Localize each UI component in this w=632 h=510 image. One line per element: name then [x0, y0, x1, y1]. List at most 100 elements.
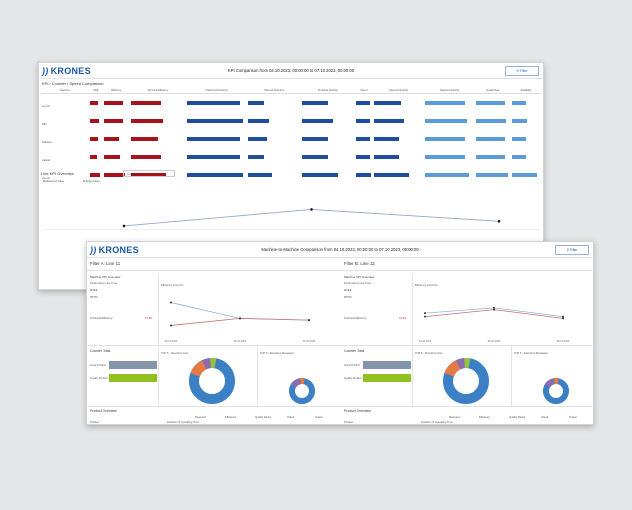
- kpi-bar: [302, 118, 334, 123]
- downtime-messages-donut: [289, 378, 315, 404]
- kpi-bar: [248, 136, 267, 141]
- kpi-bar: [103, 172, 126, 177]
- col-header[interactable]: Availability: [510, 88, 541, 94]
- kpi-bar: [476, 136, 505, 141]
- table-row[interactable]: Line 02: [41, 166, 541, 184]
- kpi-bar: [476, 100, 505, 105]
- prod-label: Product: [344, 421, 353, 424]
- kpi-bar: [511, 154, 526, 159]
- efficiency-chart: 04.10.2023 05.10.2023 06.10.2023: [165, 301, 316, 343]
- kpi-subtitle: Performance Line Time: [344, 282, 371, 285]
- row-label: Line 02: [42, 176, 50, 180]
- table-row[interactable]: Filler: [41, 112, 541, 130]
- series-line-0: [123, 208, 500, 227]
- kpi-bar: [425, 118, 467, 123]
- prod-col-efficiency[interactable]: Efficiency: [225, 416, 237, 419]
- row-label: Labeller: [42, 158, 51, 162]
- kpi-bar: [103, 136, 119, 141]
- kpi-bar: [130, 136, 158, 141]
- data-point: [122, 224, 126, 228]
- counter-label-2: Quality Product: [344, 377, 362, 380]
- col-header[interactable]: Produced Quantity: [301, 88, 355, 94]
- col-header[interactable]: Planned Downtime: [247, 88, 302, 94]
- col-header[interactable]: Rejected Quantity: [373, 88, 425, 94]
- filter-button[interactable]: ⚲ Filter: [505, 66, 539, 76]
- prod-col-efficiency[interactable]: Efficiency: [479, 416, 491, 419]
- header: )) KRONES Machine-to-Machine Comparison f…: [87, 242, 593, 258]
- col-header[interactable]: Rejected Quantity: [424, 88, 476, 94]
- kpi-bar: [302, 136, 328, 141]
- eff-point: [562, 317, 564, 320]
- eff-point: [424, 315, 426, 318]
- x-tick-label: 04.10.2023: [419, 340, 432, 343]
- kpi-bar: [476, 172, 508, 177]
- kpi-bar: [90, 154, 97, 159]
- kpi-bar: [355, 118, 371, 123]
- kpi-bar: [511, 172, 538, 177]
- filter-button[interactable]: ⚲ Filter: [555, 245, 589, 255]
- eff-point: [562, 315, 564, 318]
- downtime-cost-donut: [189, 358, 235, 404]
- efficiency-chart: 04.10.2023 05.10.2023 06.10.2023: [419, 306, 570, 343]
- eff-chart-title: Efficiency trend (%): [161, 284, 184, 287]
- counter-bar-1: [109, 361, 157, 369]
- kpi-bar: [248, 100, 264, 105]
- page-title: KPI Comparison from 04.10.2023, 00:00:00…: [227, 68, 355, 73]
- col-header[interactable]: Efficiency: [102, 88, 130, 94]
- top5-cost-title: TOP 5 - Downtime Cost: [161, 352, 189, 355]
- prod-col-infeed[interactable]: Infeed: [287, 416, 295, 419]
- prod-col-output[interactable]: Output: [315, 416, 323, 419]
- kpi-bar: [425, 136, 465, 141]
- col-header[interactable]: Unplanned Downtime: [185, 88, 248, 94]
- filter-a-pane: Filter A: Line 11 Machine KPI Overview P…: [87, 258, 341, 424]
- eff-chart-title: Efficiency trend (%): [415, 284, 438, 287]
- row-label: Palletizer: [42, 140, 52, 144]
- kpi-bar: [302, 154, 328, 159]
- prod-duration-label: Duration Of Operating Time: [167, 421, 199, 424]
- prod-col-infeed[interactable]: Infeed: [541, 416, 549, 419]
- line-kpi-title: Line KPI Overview: [41, 171, 74, 176]
- x-tick-label: 04.10.2023: [165, 340, 178, 343]
- kpi-bar: [130, 100, 161, 105]
- counter-bar-1: [363, 361, 411, 369]
- prod-col-resource[interactable]: Resource: [195, 416, 207, 419]
- prod-col-quality[interactable]: Quality Rating: [255, 416, 272, 419]
- table-row[interactable]: Line 01: [41, 93, 541, 112]
- kpi-bar: [355, 172, 372, 177]
- col-header[interactable]: OEE: [89, 88, 103, 94]
- eff-point: [493, 308, 495, 311]
- prod-col-quality[interactable]: Quality Rating: [509, 416, 526, 419]
- tech-eff-value: 74.1%: [399, 317, 407, 320]
- counter-bar-2: [109, 374, 157, 382]
- kpi-bar: [130, 154, 161, 159]
- page-title: Machine-to-Machine Comparison from 04.10…: [261, 247, 419, 252]
- section-title: KPI / Counter / Speed Comparison: [42, 81, 104, 86]
- row-label: Line 01: [42, 104, 50, 108]
- eff-point: [493, 306, 495, 309]
- tpm-label: ØTPM: [90, 296, 98, 299]
- data-point: [497, 220, 501, 223]
- krones-logo: )) KRONES: [90, 245, 139, 255]
- table-row[interactable]: Labeller: [41, 148, 541, 166]
- product-overview-title: Product Overview: [344, 409, 371, 413]
- counter-bar-2: [363, 374, 411, 382]
- table-row[interactable]: Palletizer: [41, 130, 541, 148]
- kpi-bar: [374, 118, 404, 123]
- prod-col-output[interactable]: Output: [569, 416, 577, 419]
- kpi-bar: [374, 172, 409, 177]
- kpi-bar: [186, 154, 241, 159]
- col-header[interactable]: Technical Efficiency: [129, 88, 186, 94]
- tech-eff-value: 72.4%: [145, 317, 153, 320]
- kpi-bar: [511, 118, 528, 123]
- counter-label-1: Good Product: [90, 364, 107, 367]
- kpi-bar: [103, 154, 121, 159]
- col-header[interactable]: Quality Rate: [475, 88, 511, 94]
- kpi-select[interactable]: ● OEE: [123, 170, 175, 177]
- x-tick-label: 05.10.2023: [488, 340, 501, 343]
- x-tick-label: 06.10.2023: [303, 340, 316, 343]
- kpi-bar: [103, 100, 123, 105]
- kpi-bar: [302, 100, 328, 105]
- kpi-bar: [355, 154, 371, 159]
- prod-col-resource[interactable]: Resource: [449, 416, 461, 419]
- col-header[interactable]: Speed: [354, 88, 374, 94]
